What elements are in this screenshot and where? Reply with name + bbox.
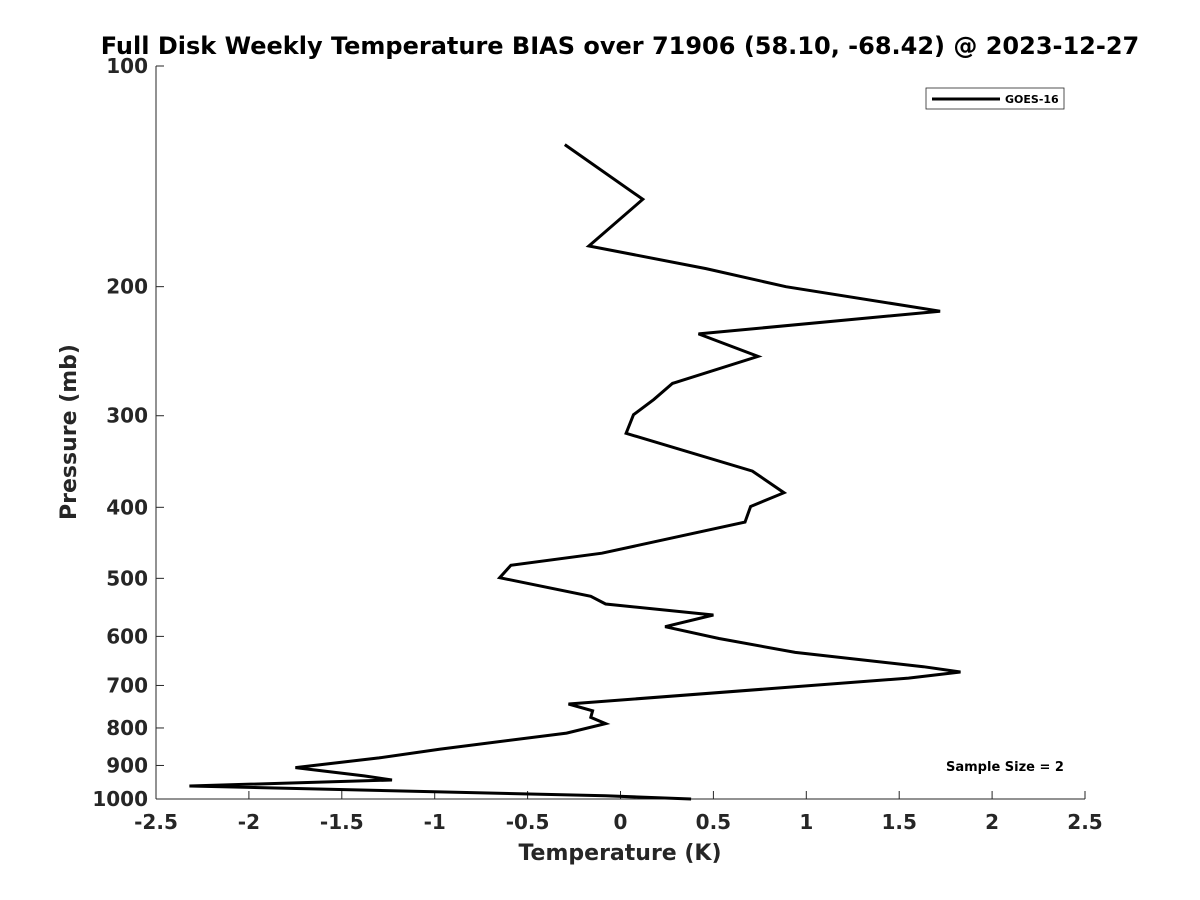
x-tick-label: 0.5 (696, 810, 731, 834)
series-group (189, 143, 961, 801)
y-tick-label: 800 (106, 716, 148, 740)
y-tick-label: 500 (106, 566, 148, 590)
y-tick-label: 700 (106, 673, 148, 697)
x-tick-label: -1 (424, 810, 446, 834)
y-tick-label: 300 (106, 404, 148, 428)
y-tick-label: 1000 (92, 787, 148, 811)
series-line-goes-16 (189, 143, 961, 801)
x-axis-title: Temperature (K) (518, 841, 721, 866)
y-tick-label: 200 (106, 275, 148, 299)
y-tick-label: 100 (106, 54, 148, 78)
x-tick-label: 0 (614, 810, 628, 834)
chart-title: Full Disk Weekly Temperature BIAS over 7… (101, 32, 1140, 60)
y-axis-ticks: 100 200 300 400 500 600 700 800 900 1000 (92, 54, 164, 811)
x-tick-label: 1.5 (881, 810, 916, 834)
legend: GOES-16 (925, 87, 1065, 110)
x-tick-label: -0.5 (506, 810, 550, 834)
x-tick-label: -2.5 (134, 810, 178, 834)
x-tick-label: -2 (238, 810, 260, 834)
y-tick-label: 400 (106, 495, 148, 519)
x-tick-label: 2 (985, 810, 999, 834)
legend-label-goes-16: GOES-16 (1005, 93, 1059, 106)
x-tick-label: 2.5 (1067, 810, 1102, 834)
y-axis-title: Pressure (mb) (57, 344, 82, 520)
x-axis-ticks: -2.5 -2 -1.5 -1 -0.5 0 0.5 1 1.5 2 2.5 (134, 791, 1103, 834)
sample-size-annotation: Sample Size = 2 (946, 760, 1064, 775)
y-tick-label: 900 (106, 753, 148, 777)
x-tick-label: 1 (799, 810, 813, 834)
x-tick-label: -1.5 (320, 810, 364, 834)
y-tick-label: 600 (106, 624, 148, 648)
plot-area (156, 66, 1085, 799)
